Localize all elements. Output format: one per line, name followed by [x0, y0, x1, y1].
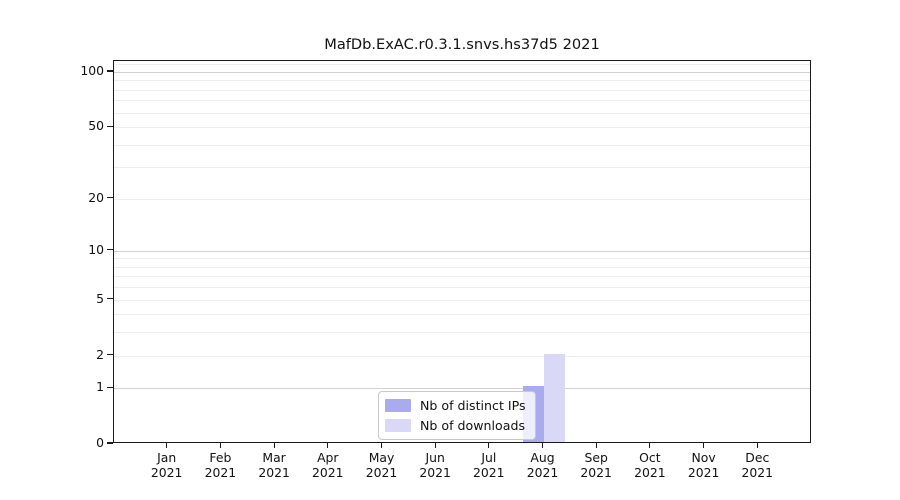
x-tick-mark-aug: [541, 443, 544, 448]
x-tick-mark-jul: [488, 443, 490, 448]
y-tick-mark-2: [107, 353, 113, 356]
x-tick-mark-jan: [166, 443, 168, 448]
gridline-2: [114, 355, 810, 357]
bar-aug-downloads: [543, 353, 565, 442]
minor-gridline-4: [114, 314, 810, 316]
x-tick-mark-may: [380, 443, 383, 448]
y-tick-mark-10: [107, 249, 113, 251]
y-tick-mark-5: [107, 298, 113, 300]
y-tick-mark-50: [107, 125, 113, 127]
y-tick-label-5: 5: [96, 290, 104, 306]
x-tick-label-sep: Sep 2021: [580, 450, 612, 480]
y-tick-label-2: 2: [96, 346, 104, 362]
minor-gridline-8: [114, 266, 810, 268]
minor-gridline-3: [114, 332, 810, 334]
gridline-20: [114, 198, 810, 200]
x-tick-label-jul: Jul 2021: [473, 450, 505, 480]
legend-item-distinct-ips: Nb of distinct IPs: [385, 398, 526, 413]
gridline-50: [114, 127, 810, 129]
legend-item-downloads: Nb of downloads: [385, 418, 526, 433]
x-tick-label-jan: Jan 2021: [150, 450, 183, 480]
x-tick-label-apr: Apr 2021: [312, 450, 344, 480]
legend: Nb of distinct IPs Nb of downloads: [378, 391, 536, 440]
x-tick-label-aug: Aug 2021: [526, 450, 559, 480]
x-tick-mark-oct: [649, 443, 651, 448]
y-tick-mark-20: [107, 197, 113, 199]
x-tick-label-feb: Feb 2021: [204, 450, 237, 480]
x-tick-mark-feb: [219, 443, 221, 448]
minor-gridline-60: [114, 112, 810, 114]
legend-label: Nb of distinct IPs: [420, 398, 526, 413]
y-tick-mark-100: [107, 70, 113, 72]
gridline-5: [114, 299, 810, 301]
y-tick-label-100: 100: [80, 63, 104, 78]
x-tick-mark-mar: [273, 443, 275, 448]
minor-gridline-70: [114, 100, 810, 102]
minor-gridline-110: [114, 64, 810, 66]
plot-area: [113, 60, 811, 443]
x-tick-mark-sep: [595, 443, 597, 448]
chart-title: MafDb.ExAC.r0.3.1.snvs.hs37d5 2021: [324, 36, 600, 53]
x-tick-mark-apr: [327, 443, 329, 448]
gridline-100: [114, 72, 810, 73]
gridline-1: [114, 388, 810, 390]
legend-label: Nb of downloads: [420, 418, 526, 433]
x-tick-mark-nov: [703, 443, 705, 448]
y-tick-mark-1: [107, 386, 113, 388]
x-tick-label-jun: Jun 2021: [419, 450, 451, 480]
y-tick-label-0: 0: [96, 435, 104, 450]
x-tick-label-may: May 2021: [365, 450, 398, 480]
y-tick-label-50: 50: [88, 118, 104, 134]
minor-gridline-9: [114, 258, 810, 260]
x-tick-mark-dec: [756, 443, 758, 448]
distinct-ips-swatch: [385, 399, 411, 412]
y-tick-mark-0: [107, 442, 113, 444]
x-tick-label-nov: Nov 2021: [687, 450, 720, 480]
x-tick-label-dec: Dec 2021: [741, 450, 774, 480]
minor-gridline-30: [114, 167, 810, 169]
minor-gridline-7: [114, 276, 810, 278]
x-tick-label-mar: Mar 2021: [258, 450, 290, 480]
x-tick-label-oct: Oct 2021: [634, 450, 666, 480]
minor-gridline-80: [114, 89, 810, 91]
y-tick-label-1: 1: [96, 379, 104, 395]
downloads-swatch: [385, 419, 411, 432]
x-tick-mark-jun: [434, 443, 436, 448]
minor-gridline-40: [114, 144, 810, 146]
y-tick-label-20: 20: [88, 189, 104, 205]
y-tick-label-10: 10: [88, 241, 104, 257]
minor-gridline-6: [114, 287, 810, 289]
gridline-10: [114, 250, 810, 252]
minor-gridline-90: [114, 80, 810, 82]
